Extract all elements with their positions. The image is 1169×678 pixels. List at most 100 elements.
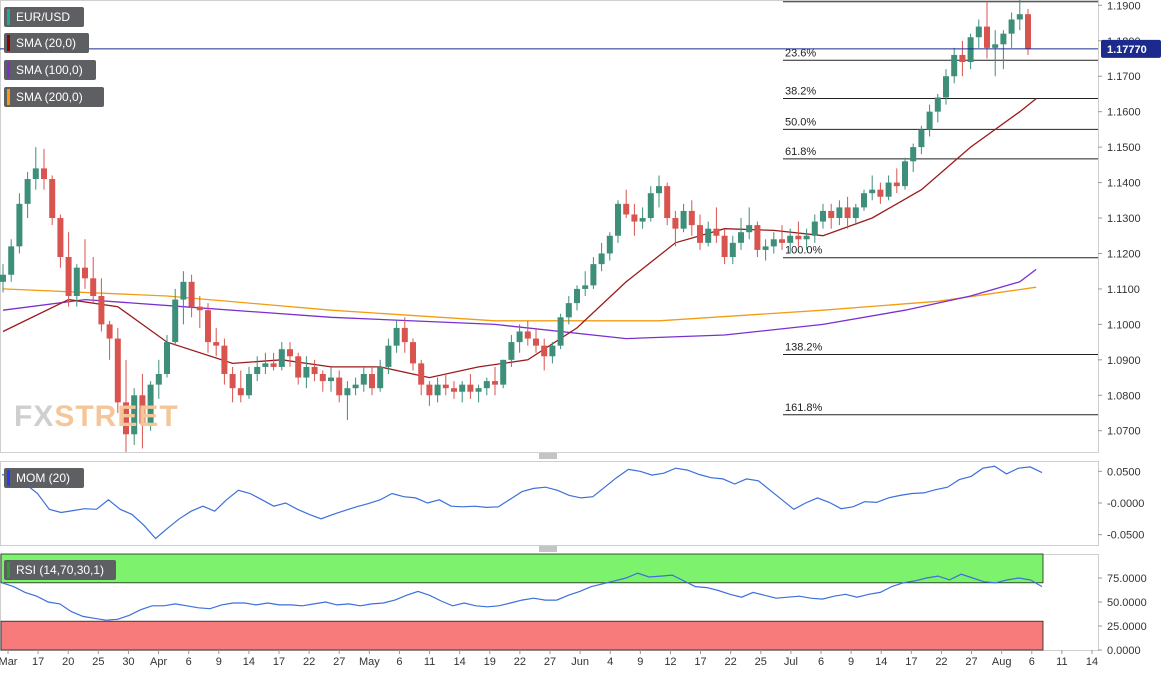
candle-body xyxy=(893,182,900,187)
mom-y-tick-label: 0.0500 xyxy=(1107,466,1141,478)
legend-sma100[interactable]: SMA (100,0) xyxy=(4,60,96,80)
legend-eurusd[interactable]: EUR/USD xyxy=(4,7,84,27)
candle-body xyxy=(369,374,375,389)
candle-body xyxy=(516,331,523,343)
fib-label: 50.0% xyxy=(785,116,816,128)
candle-body xyxy=(319,374,326,382)
rsi-oversold-zone xyxy=(0,620,1044,651)
x-tick-label: 11 xyxy=(1056,656,1067,668)
candle-body xyxy=(303,366,310,378)
candle-body xyxy=(869,189,876,194)
x-tick-label: 17 xyxy=(905,656,917,668)
fib-label: 23.6% xyxy=(785,47,816,59)
candle-body xyxy=(754,225,761,250)
candle-body xyxy=(492,381,498,385)
x-tick-label: Jul xyxy=(784,656,798,668)
candle-body xyxy=(508,342,515,360)
candle-body xyxy=(311,366,318,375)
candle-body xyxy=(360,374,367,385)
candle-body xyxy=(1008,19,1015,34)
candle-body xyxy=(426,384,433,396)
candle-body xyxy=(221,345,228,375)
candle-body xyxy=(344,388,351,396)
candle-body xyxy=(524,331,531,339)
legend-rsi-label: RSI (14,70,30,1) xyxy=(16,563,105,577)
x-tick-label: 14 xyxy=(1086,656,1098,668)
candle-body xyxy=(451,388,457,392)
candle-body xyxy=(483,381,490,389)
fib-label: 138.2% xyxy=(785,342,823,354)
candle-body xyxy=(590,264,597,286)
candle-body xyxy=(90,278,97,297)
candle-body xyxy=(287,349,293,357)
x-tick-label: 22 xyxy=(303,656,315,668)
legend-sma20[interactable]: SMA (20,0) xyxy=(4,33,89,53)
candle-body xyxy=(131,395,138,435)
candle-body xyxy=(975,26,982,38)
main-y-tick-label: 1.1000 xyxy=(1107,319,1141,331)
candle-body xyxy=(844,207,851,219)
x-tick-label: May xyxy=(359,656,380,668)
candle-body xyxy=(205,310,211,343)
candle-body xyxy=(401,327,408,343)
main-y-tick-label: 1.1600 xyxy=(1107,107,1141,119)
candle-body xyxy=(49,179,56,219)
candle-body xyxy=(16,203,23,247)
candle-body xyxy=(967,37,974,63)
candle-body xyxy=(623,203,630,215)
candle-body xyxy=(377,366,384,389)
x-tick-label: 22 xyxy=(725,656,737,668)
candle-body xyxy=(820,210,826,222)
candle-body xyxy=(393,327,400,346)
candle-body xyxy=(254,366,261,375)
candle-body xyxy=(828,210,835,219)
fib-label: 38.2% xyxy=(785,86,816,98)
x-tick-label: 9 xyxy=(848,656,854,668)
candle-body xyxy=(770,239,777,247)
candle-body xyxy=(606,235,613,254)
mom-line xyxy=(1,465,1043,540)
x-tick-label: Apr xyxy=(150,656,167,668)
sma100-line xyxy=(2,268,1037,340)
candle-body xyxy=(385,345,392,367)
candle-body xyxy=(459,384,466,392)
candle-body xyxy=(795,235,802,240)
rsi-line xyxy=(1,572,1043,621)
candle-body xyxy=(155,374,162,385)
rsi-y-tick-label: 0.0000 xyxy=(1107,645,1141,657)
candle-body xyxy=(598,253,605,265)
x-tick-label: 25 xyxy=(755,656,767,668)
candle-body xyxy=(65,257,72,297)
x-tick-label: 14 xyxy=(875,656,887,668)
x-tick-label: 17 xyxy=(273,656,285,668)
candle-body xyxy=(172,299,179,343)
candle-body xyxy=(656,186,662,194)
candle-body xyxy=(188,281,195,307)
candle-body xyxy=(549,345,556,357)
candle-body xyxy=(664,186,671,219)
candle-body xyxy=(688,210,695,226)
candle-body xyxy=(106,324,113,339)
candle-body xyxy=(229,374,236,389)
legend-mom[interactable]: MOM (20) xyxy=(4,468,84,488)
x-tick-label: 11 xyxy=(424,656,435,668)
candle-body xyxy=(762,246,769,250)
fxstreet-watermark: FXSTREET xyxy=(14,400,179,434)
candle-body xyxy=(639,218,646,222)
main-y-tick-label: 1.1100 xyxy=(1107,284,1140,296)
candle-body xyxy=(352,384,359,389)
candle-body xyxy=(836,207,843,219)
candle-body xyxy=(98,296,105,325)
current-price-label: 1.17770 xyxy=(1107,44,1147,56)
main-y-tick-label: 1.1200 xyxy=(1107,248,1141,260)
candle-body xyxy=(697,225,703,243)
x-tick-label: 6 xyxy=(396,656,402,668)
candle-body xyxy=(262,363,269,367)
candle-body xyxy=(467,384,474,392)
x-tick-label: 17 xyxy=(694,656,706,668)
candle-body xyxy=(918,129,925,148)
candle-body xyxy=(885,182,892,197)
legend-sma200[interactable]: SMA (200,0) xyxy=(4,87,104,107)
candle-body xyxy=(475,388,482,392)
legend-rsi[interactable]: RSI (14,70,30,1) xyxy=(4,560,116,580)
